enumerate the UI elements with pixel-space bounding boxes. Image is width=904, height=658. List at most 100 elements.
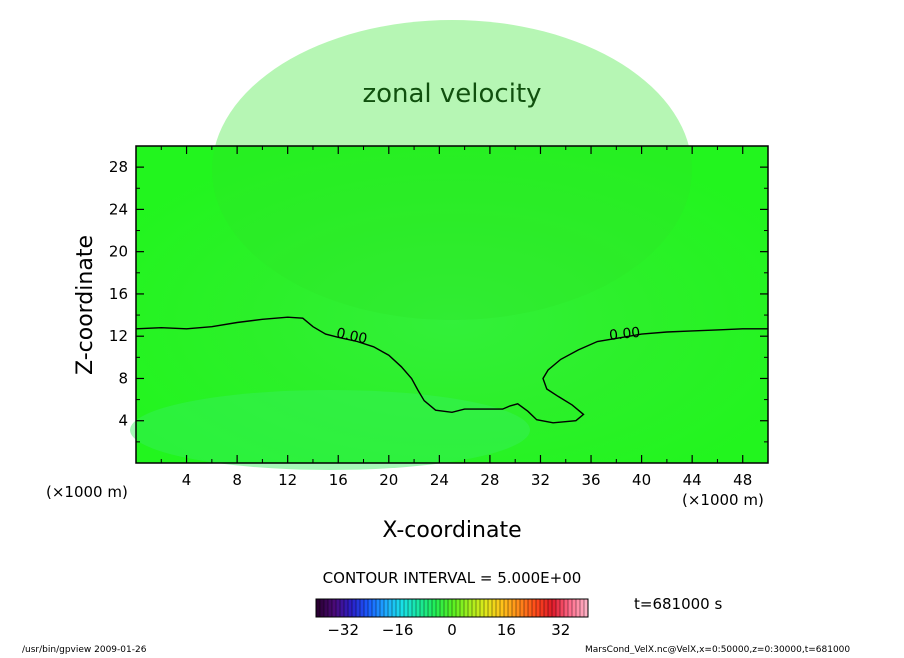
colorbar-cell — [432, 599, 437, 617]
colorbar-tick-label: 0 — [447, 621, 457, 639]
colorbar-cell — [496, 599, 501, 617]
colorbar-cell — [448, 599, 453, 617]
colorbar-cell — [456, 599, 461, 617]
colorbar-cell — [564, 599, 569, 617]
x-tick-label: 44 — [683, 471, 702, 489]
colorbar-cell — [392, 599, 397, 617]
contour-labels: 0.00 0.00 — [335, 325, 641, 348]
colorbar-cell — [460, 599, 465, 617]
colorbar-cell — [388, 599, 393, 617]
colorbar-cell — [316, 599, 321, 617]
contour-label: 0.00 — [335, 325, 369, 347]
colorbar-cell — [348, 599, 353, 617]
colorbar-cell — [548, 599, 553, 617]
colorbar-cell — [332, 599, 337, 617]
colorbar-cell — [372, 599, 377, 617]
x-tick-label: 28 — [480, 471, 499, 489]
x-tick-label: 4 — [182, 471, 192, 489]
colorbar-cell — [568, 599, 573, 617]
colorbar-cell — [540, 599, 545, 617]
x-unit-left: (×1000 m) — [46, 483, 128, 501]
colorbar-cell — [508, 599, 513, 617]
colorbar: −32 −16 0 16 32 — [315, 598, 589, 639]
colorbar-cell — [512, 599, 517, 617]
colorbar-cell — [492, 599, 497, 617]
colorbar-cell — [452, 599, 457, 617]
y-tick-label: 16 — [109, 285, 128, 303]
colorbar-cell — [556, 599, 561, 617]
colorbar-tick-label: 32 — [551, 621, 570, 639]
plot-area: 0.00 0.00 4 8 12 16 20 24 28 32 36 40 44 48481216202… — [109, 20, 769, 489]
colorbar-cell — [584, 599, 589, 617]
colorbar-cell — [436, 599, 441, 617]
contour-lines — [135, 316, 768, 424]
x-tick-label: 32 — [531, 471, 550, 489]
colorbar-cell — [356, 599, 361, 617]
plot-field — [136, 146, 768, 463]
colorbar-cell — [580, 599, 585, 617]
colorbar-cell — [576, 599, 581, 617]
y-tick-label: 20 — [109, 243, 128, 261]
colorbar-cell — [328, 599, 333, 617]
colorbar-cell — [416, 599, 421, 617]
colorbar-cell — [428, 599, 433, 617]
y-tick-label: 8 — [118, 369, 128, 387]
colorbar-cell — [376, 599, 381, 617]
colorbar-cell — [536, 599, 541, 617]
colorbar-cell — [404, 599, 409, 617]
colorbar-frame — [315, 598, 589, 618]
colorbar-cell — [408, 599, 413, 617]
colorbar-cell — [516, 599, 521, 617]
colorbar-tick-label: −32 — [327, 621, 359, 639]
field-shade-lower — [130, 390, 530, 470]
colorbar-cell — [396, 599, 401, 617]
colorbar-cell — [484, 599, 489, 617]
x-tick-label: 48 — [733, 471, 752, 489]
colorbar-cell — [468, 599, 473, 617]
contour-interval: CONTOUR INTERVAL = 5.000E+00 — [323, 569, 582, 587]
colorbar-tick-label: −16 — [382, 621, 414, 639]
colorbar-cell — [560, 599, 565, 617]
time-label: t=681000 s — [634, 595, 722, 613]
contour-label: 0.00 — [608, 325, 641, 344]
plot-frame — [135, 145, 769, 464]
colorbar-cell — [440, 599, 445, 617]
footer-left: /usr/bin/gpview 2009-01-26 — [22, 645, 147, 654]
y-axis-label: Z-coordinate — [73, 235, 98, 375]
colorbar-ticks: −32 −16 0 16 32 — [327, 621, 570, 639]
colorbar-cell — [364, 599, 369, 617]
colorbar-cell — [464, 599, 469, 617]
y-tick-label: 12 — [109, 327, 128, 345]
colorbar-cell — [400, 599, 405, 617]
colorbar-cell — [444, 599, 449, 617]
x-axis-label: X-coordinate — [382, 518, 521, 543]
colorbar-cell — [324, 599, 329, 617]
colorbar-cell — [472, 599, 477, 617]
colorbar-cell — [360, 599, 365, 617]
colorbar-cells — [315, 599, 589, 617]
footer-right: MarsCond_VelX.nc@VelX,x=0:50000,z=0:3000… — [585, 645, 850, 654]
colorbar-cell — [384, 599, 389, 617]
colorbar-cell — [488, 599, 493, 617]
colorbar-cell — [344, 599, 349, 617]
colorbar-cell — [532, 599, 537, 617]
colorbar-cell — [476, 599, 481, 617]
colorbar-cell — [480, 599, 485, 617]
x-tick-label: 24 — [430, 471, 449, 489]
colorbar-cell — [544, 599, 549, 617]
y-tick-label: 24 — [109, 200, 128, 218]
colorbar-cell — [340, 599, 345, 617]
chart-title: zonal velocity — [362, 79, 541, 109]
colorbar-cell — [572, 599, 577, 617]
zero-contour-line — [135, 316, 768, 424]
colorbar-tick-label: 16 — [497, 621, 516, 639]
y-tick-label: 4 — [118, 412, 128, 430]
x-tick-label: 16 — [329, 471, 348, 489]
colorbar-cell — [412, 599, 417, 617]
colorbar-cell — [552, 599, 557, 617]
colorbar-cell — [524, 599, 529, 617]
colorbar-cell — [500, 599, 505, 617]
colorbar-cell — [320, 599, 325, 617]
